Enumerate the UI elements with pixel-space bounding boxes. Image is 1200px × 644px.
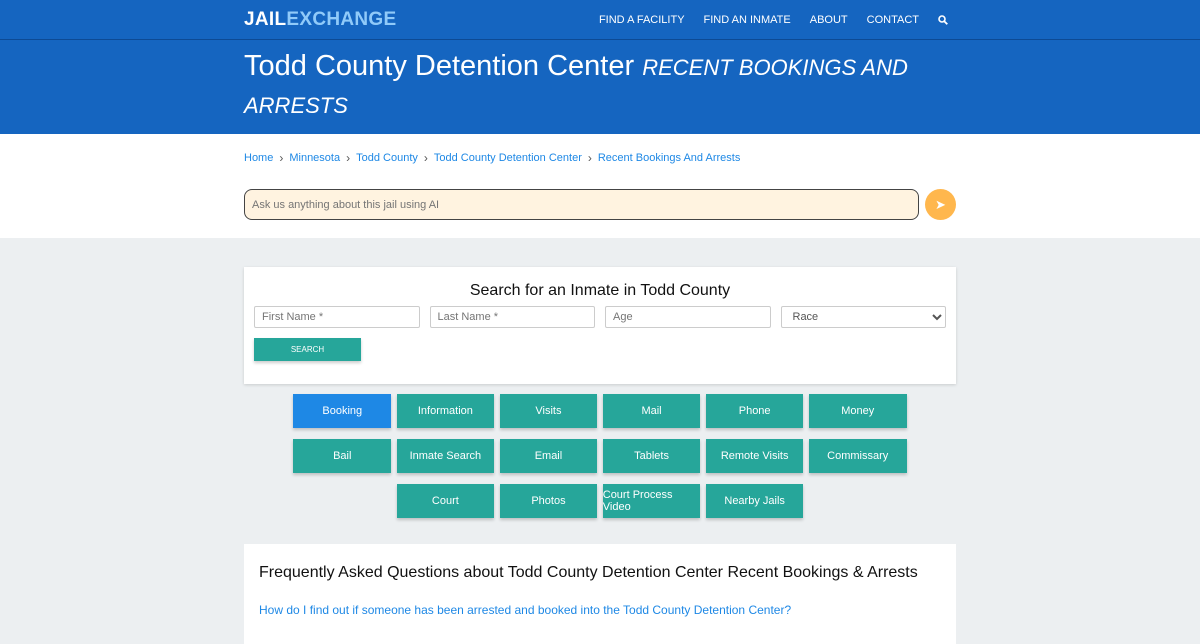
breadcrumb-current[interactable]: Recent Bookings And Arrests	[597, 152, 741, 164]
btn-court-process-video[interactable]: Court Process Video	[602, 484, 701, 518]
faq-section: Frequently Asked Questions about Todd Co…	[244, 544, 956, 644]
btn-photos[interactable]: Photos	[499, 484, 598, 518]
breadcrumb-county[interactable]: Todd County	[356, 152, 418, 164]
btn-nearby-jails[interactable]: Nearby Jails	[705, 484, 804, 518]
btn-email[interactable]: Email	[499, 439, 598, 473]
inmate-search-card: Search for an Inmate in Todd County Race…	[244, 267, 956, 384]
breadcrumb-home[interactable]: Home	[244, 152, 274, 164]
btn-tablets[interactable]: Tablets	[602, 439, 701, 473]
breadcrumb-state[interactable]: Minnesota	[289, 152, 341, 164]
search-button[interactable]: SEARCH	[254, 338, 361, 361]
search-icon[interactable]	[938, 15, 948, 25]
nav-find-facility[interactable]: FIND A FACILITY	[598, 14, 685, 26]
chevron-right-icon: ›	[346, 151, 351, 165]
btn-money[interactable]: Money	[808, 394, 907, 428]
facility-nav-buttons: Booking Information Visits Mail Phone Mo…	[244, 394, 956, 518]
btn-commissary[interactable]: Commissary	[808, 439, 907, 473]
nav-contact[interactable]: CONTACT	[866, 14, 919, 26]
top-nav: JAILEXCHANGE FIND A FACILITY FIND AN INM…	[0, 0, 1200, 40]
last-name-input[interactable]	[429, 306, 595, 328]
btn-phone[interactable]: Phone	[705, 394, 804, 428]
chevron-right-icon: ›	[423, 151, 428, 165]
faq-question-link[interactable]: How do I find out if someone has been ar…	[259, 603, 792, 617]
chevron-right-icon: ›	[587, 151, 592, 165]
breadcrumb: Home › Minnesota › Todd County › Todd Count…	[244, 151, 956, 165]
btn-visits[interactable]: Visits	[499, 394, 598, 428]
race-select[interactable]: Race	[780, 306, 946, 328]
chevron-right-icon: ›	[279, 151, 284, 165]
breadcrumb-facility[interactable]: Todd County Detention Center	[433, 152, 582, 164]
faq-title: Frequently Asked Questions about Todd Co…	[259, 564, 918, 581]
btn-inmate-search[interactable]: Inmate Search	[396, 439, 495, 473]
page-subtitle: RECENT BOOKINGS AND ARRESTS	[244, 55, 908, 118]
logo-text-jail: JAIL	[244, 9, 287, 30]
ai-send-button[interactable]: ➤	[925, 189, 956, 220]
btn-court[interactable]: Court	[396, 484, 495, 518]
age-input[interactable]	[605, 306, 771, 328]
paper-plane-icon: ➤	[935, 196, 946, 212]
btn-remote-visits[interactable]: Remote Visits	[705, 439, 804, 473]
facility-name: Todd County Detention Center	[244, 50, 635, 82]
logo-text-exchange: EXCHANGE	[286, 9, 397, 30]
btn-booking[interactable]: Booking	[293, 394, 392, 428]
nav-find-inmate[interactable]: FIND AN INMATE	[703, 14, 791, 26]
page-title: Todd County Detention Center RECENT BOOK…	[244, 48, 956, 124]
search-title: Search for an Inmate in Todd County	[469, 282, 731, 299]
logo[interactable]: JAILEXCHANGE	[244, 9, 396, 31]
first-name-input[interactable]	[254, 306, 420, 328]
ai-question-input[interactable]	[244, 189, 919, 220]
btn-mail[interactable]: Mail	[602, 394, 701, 428]
nav-about[interactable]: ABOUT	[809, 14, 848, 26]
btn-bail[interactable]: Bail	[293, 439, 392, 473]
hero-banner: Todd County Detention Center RECENT BOOK…	[0, 40, 1200, 134]
btn-information[interactable]: Information	[396, 394, 495, 428]
